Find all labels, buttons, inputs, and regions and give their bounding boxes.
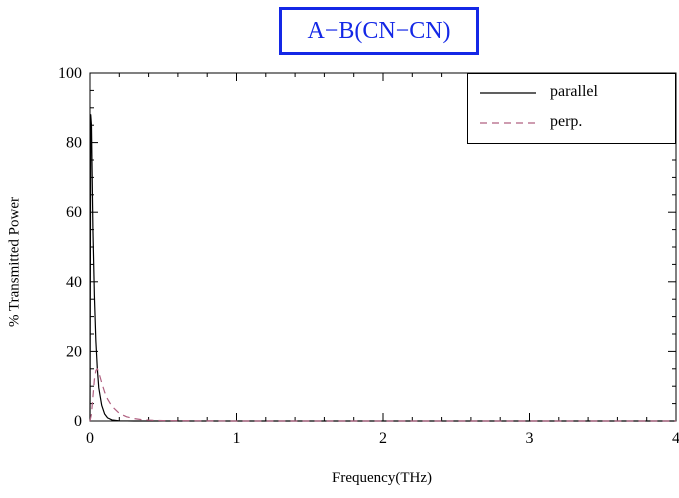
series-line-perp (89, 368, 676, 422)
y-axis-label: % Transmitted Power (6, 196, 23, 328)
series-line-parallel (89, 114, 676, 422)
x-tick-label: 4 (672, 430, 679, 447)
x-axis-label: Frequency(THz) (332, 470, 432, 486)
chart-title: A−B(CN−CN) (279, 7, 479, 55)
y-tick-label: 80 (66, 135, 82, 152)
legend-swatch-parallel (480, 92, 536, 94)
y-tick-label: 40 (66, 274, 82, 291)
x-tick-label: 1 (233, 430, 241, 447)
y-tick-label: 100 (58, 65, 82, 82)
x-tick-label: 3 (526, 430, 534, 447)
legend-label-perp: perp. (550, 113, 583, 130)
series-group (89, 114, 676, 422)
y-tick-label: 20 (66, 343, 82, 360)
legend-entry-parallel: parallel (468, 82, 675, 106)
x-tick-label: 2 (379, 430, 387, 447)
legend-swatch-perp (480, 122, 536, 124)
legend-label-parallel: parallel (550, 83, 598, 100)
x-tick-label: 0 (86, 430, 94, 447)
y-tick-label: 0 (74, 413, 82, 430)
legend-entry-perp: perp. (468, 112, 675, 136)
legend: parallel perp. (467, 73, 676, 144)
y-tick-label: 60 (66, 204, 82, 221)
